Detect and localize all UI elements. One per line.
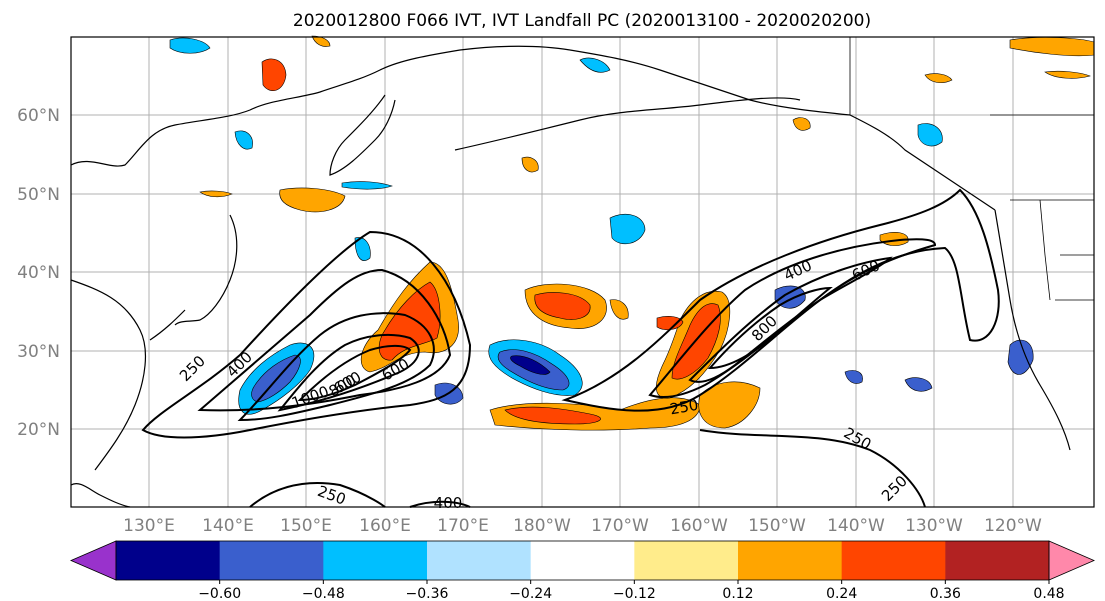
contour-label: 250 <box>668 396 699 419</box>
negative-patch-small8 <box>844 370 863 384</box>
contour-800-west <box>277 333 420 412</box>
lat-label: 50°N <box>17 185 60 205</box>
colorbar-bin <box>738 541 843 580</box>
negative-patch-small7 <box>904 377 933 392</box>
lon-labels: 130°E 140°E 150°E 160°E 170°E 180°W 170°… <box>123 516 1042 536</box>
positive-patch-okhotsk <box>261 58 287 92</box>
colorbar-tick-label: 0.12 <box>722 586 753 601</box>
colorbar-bin <box>530 541 635 580</box>
lat-label: 30°N <box>17 342 60 362</box>
positive-patch-small5 <box>609 299 629 320</box>
lat-label: 20°N <box>17 420 60 440</box>
positive-patch-kuril <box>279 187 346 213</box>
negative-patch-alaska <box>917 123 943 147</box>
colorbar-tick-label: 0.48 <box>1033 586 1064 601</box>
colorbar-extend-low <box>69 540 117 581</box>
contour-800-east <box>707 286 833 370</box>
lon-label: 160°W <box>670 516 728 536</box>
coast-alaska-panhandle <box>849 114 996 211</box>
lon-label: 120°W <box>984 516 1042 536</box>
figure-title: 2020012800 F066 IVT, IVT Landfall PC (20… <box>293 11 871 31</box>
map-frame <box>70 36 1095 508</box>
positive-core-central <box>534 292 591 320</box>
lat-labels: 60°N 50°N 40°N 30°N 20°N <box>17 106 60 440</box>
colorbar-extend-high <box>1048 540 1096 581</box>
colorbar-bin <box>116 541 221 580</box>
coast-siberia <box>70 45 571 167</box>
positive-patch-hawaii <box>698 381 761 429</box>
colorbar-tick-label: −0.60 <box>198 586 241 601</box>
positive-patch-small1 <box>656 316 684 331</box>
negative-patch-small4 <box>169 37 211 54</box>
contour-600-east <box>688 256 893 383</box>
lon-label: 170°E <box>437 516 489 536</box>
lon-label: 170°W <box>591 516 649 536</box>
colorbar-bin <box>219 541 324 580</box>
negative-patch-small5 <box>354 237 371 261</box>
lon-label: 140°W <box>827 516 885 536</box>
lon-label: 130°W <box>905 516 963 536</box>
border-states <box>1039 199 1094 301</box>
colorbar-bin <box>634 541 739 580</box>
contour-250-east <box>561 188 1000 412</box>
colorbar-outline <box>115 540 1050 581</box>
coast-bering <box>569 49 851 116</box>
positive-patch-small3 <box>521 156 539 173</box>
negative-patch-small10 <box>341 181 393 190</box>
lon-label: 180°W <box>513 516 571 536</box>
coast-japan <box>174 214 238 326</box>
colorbar-tick-label: 0.24 <box>826 586 857 601</box>
lon-label: 140°E <box>202 516 254 536</box>
colorbar-tick-label: −0.12 <box>613 586 656 601</box>
positive-patch-small8 <box>1044 70 1091 79</box>
coastlines <box>70 45 1071 508</box>
positive-patch-small7 <box>924 73 953 84</box>
contour-250-south <box>249 481 386 508</box>
negative-core-central <box>510 355 551 375</box>
negative-patch-small6 <box>579 57 611 73</box>
contour-250-west <box>141 230 472 439</box>
negative-patch-n-pacific <box>609 214 646 245</box>
contour-label: 400 <box>434 494 463 512</box>
positive-core-kuroshio <box>378 281 441 361</box>
lon-label: 150°E <box>280 516 332 536</box>
lat-label: 40°N <box>17 263 60 283</box>
positive-core-subtropic <box>504 406 601 425</box>
coast-aleutians <box>454 97 801 151</box>
coast-ryukyu <box>149 309 186 341</box>
contour-600-west <box>237 312 435 422</box>
lat-label: 60°N <box>17 106 60 126</box>
colorbar-bin <box>427 541 532 580</box>
lon-label: 130°E <box>123 516 175 536</box>
colorbar-bin <box>323 541 428 580</box>
negative-patch-small9 <box>234 130 253 150</box>
borders <box>849 37 1094 301</box>
lon-label: 150°W <box>748 516 806 536</box>
ivt-contours <box>141 188 1000 508</box>
colorbar-bin <box>841 541 946 580</box>
colorbar-ticks: −0.60 −0.48 −0.36 −0.24 −0.12 0.12 0.24 0.36 0.4… <box>198 580 1065 601</box>
colorbar <box>69 540 1096 581</box>
contour-400-south <box>409 500 471 508</box>
coast-philippines <box>70 483 131 508</box>
contour-1000-west <box>297 344 412 402</box>
positive-patch-small9 <box>199 190 233 198</box>
positive-patch-small4 <box>792 117 811 131</box>
contour-250-hawaii <box>699 429 926 508</box>
colorbar-tick-label: −0.36 <box>406 586 449 601</box>
coast-china <box>70 279 146 471</box>
coast-kamchatka <box>329 94 396 176</box>
colorbar-bin <box>945 541 1050 580</box>
colorbar-tick-label: 0.36 <box>930 586 961 601</box>
lon-label: 160°E <box>359 516 411 536</box>
colorbar-tick-label: −0.24 <box>509 586 552 601</box>
colorbar-tick-label: −0.48 <box>302 586 345 601</box>
coast-north-america-west <box>994 209 1071 451</box>
contour-400-west <box>197 268 452 412</box>
